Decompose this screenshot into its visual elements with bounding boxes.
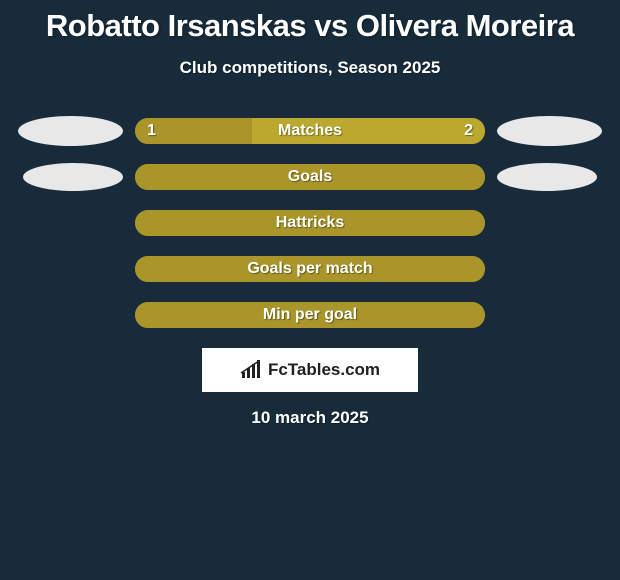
bar-label: Matches [135, 118, 485, 144]
player2-badge [497, 116, 602, 146]
bar-label: Hattricks [135, 210, 485, 236]
bar-gpm: Goals per match [135, 256, 485, 282]
logo-text: FcTables.com [268, 360, 380, 380]
player1-badge-small [23, 163, 123, 191]
bar-goals: Goals [135, 164, 485, 190]
stat-row-gpm: Goals per match [0, 256, 620, 282]
bar-label: Goals per match [135, 256, 485, 282]
subtitle: Club competitions, Season 2025 [0, 58, 620, 78]
bar-matches: 1 Matches 2 [135, 118, 485, 144]
logo-box: FcTables.com [202, 348, 418, 392]
page-title: Robatto Irsanskas vs Olivera Moreira [0, 0, 620, 44]
date-label: 10 march 2025 [0, 408, 620, 428]
comparison-infographic: Robatto Irsanskas vs Olivera Moreira Clu… [0, 0, 620, 580]
bar-label: Goals [135, 164, 485, 190]
logo: FcTables.com [240, 360, 380, 380]
stats-section: 1 Matches 2 Goals Hattricks [0, 118, 620, 328]
stat-row-mpg: Min per goal [0, 302, 620, 328]
bar-mpg: Min per goal [135, 302, 485, 328]
stat-row-matches: 1 Matches 2 [0, 118, 620, 144]
bar-hattricks: Hattricks [135, 210, 485, 236]
stat-row-hattricks: Hattricks [0, 210, 620, 236]
player1-badge [18, 116, 123, 146]
bar-right-value: 2 [464, 118, 473, 144]
bar-label: Min per goal [135, 302, 485, 328]
player2-badge-small [497, 163, 597, 191]
stat-row-goals: Goals [0, 164, 620, 190]
chart-bars-icon [240, 360, 264, 380]
